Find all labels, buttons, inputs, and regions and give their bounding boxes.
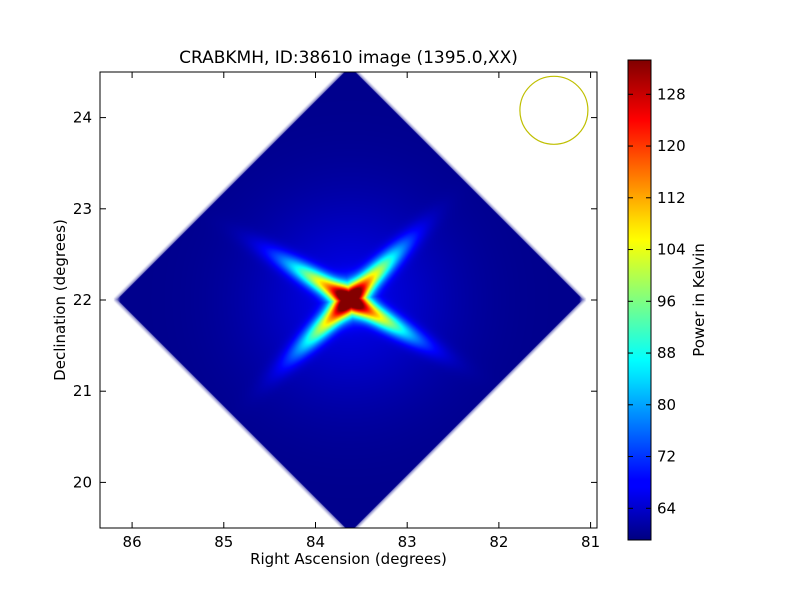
y-axis-ticks: 20 21 22 23 24 [73,109,597,491]
colorbar-tick-label: 88 [657,344,676,362]
x-axis-ticks: 86 85 84 83 82 81 [123,72,600,551]
colorbar-ticks: 64 72 80 88 96 104 112 120 128 [628,85,686,517]
colorbar-label: Power in Kelvin [690,243,708,357]
colorbar-tick-label: 120 [657,137,686,155]
colorbar-tick-label: 128 [657,85,686,103]
colorbar-tick-label: 72 [657,448,676,466]
x-axis-label: Right Ascension (degrees) [250,550,447,568]
colorbar-tick-label: 104 [657,241,686,259]
colorbar-tick-label: 80 [657,396,676,414]
heatmap-image [100,72,597,528]
x-tick-label: 83 [398,533,417,551]
beam-marker-circle [519,75,589,145]
x-tick-label: 81 [581,533,600,551]
y-tick-label: 20 [73,473,92,491]
x-tick-label: 85 [214,533,233,551]
chart-title: CRABKMH, ID:38610 image (1395.0,XX) [179,48,518,68]
colorbar-tick-label: 96 [657,292,676,310]
x-tick-label: 82 [489,533,508,551]
y-tick-label: 22 [73,291,92,309]
colorbar-tick-label: 64 [657,499,676,517]
y-tick-label: 21 [73,382,92,400]
x-tick-label: 86 [123,533,142,551]
x-tick-label: 84 [306,533,325,551]
y-axis-label: Declination (degrees) [51,219,69,381]
y-tick-label: 23 [73,200,92,218]
y-tick-label: 24 [73,109,92,127]
colorbar-tick-label: 112 [657,189,686,207]
colorbar [627,59,652,541]
